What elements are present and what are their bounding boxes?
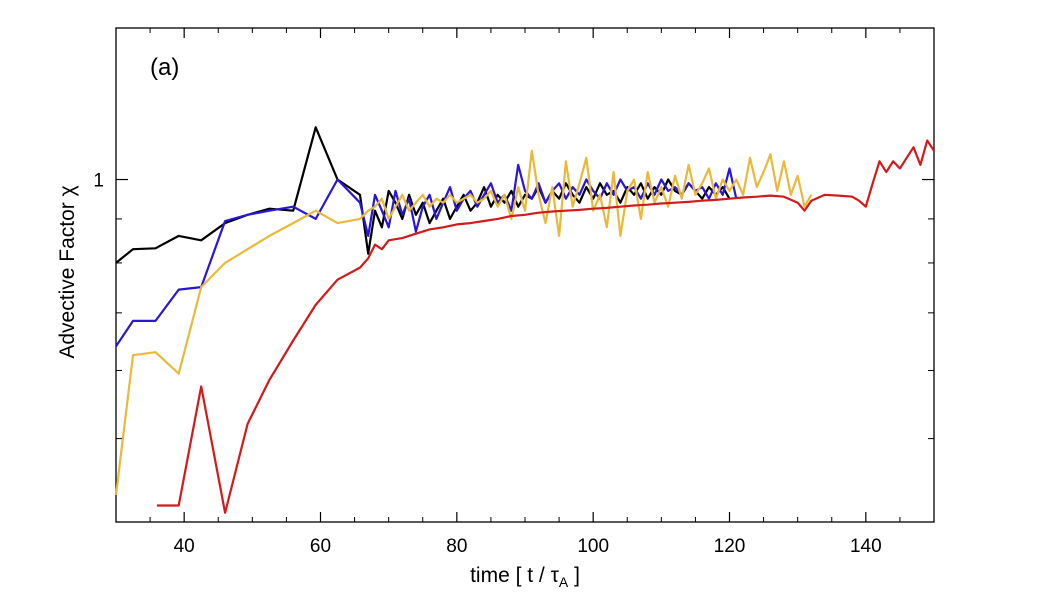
plot-frame (115, 27, 935, 523)
x-axis-title: time [ t / τA ] (470, 564, 580, 590)
x-axis-title-symbol: τ (551, 564, 560, 587)
y-tick-label: 1 (93, 171, 104, 192)
series-layer (114, 126, 935, 514)
x-axis-title-end: ] (568, 564, 580, 587)
series-line-blue (115, 163, 738, 347)
x-tick-label: 120 (714, 536, 746, 557)
x-tick-label: 60 (310, 536, 331, 557)
series-line-black (115, 126, 731, 264)
x-tick-label: 100 (577, 536, 609, 557)
x-tick-label: 140 (850, 536, 882, 557)
x-tick-label: 40 (174, 536, 195, 557)
x-axis-title-text: time [ t / (470, 564, 551, 587)
y-axis-title: Advective Factor χ (56, 185, 79, 358)
series-line-yellow (114, 149, 813, 496)
x-axis-title-subscript: A (559, 574, 569, 590)
x-tick-label: 80 (446, 536, 467, 557)
series-line-red (156, 139, 935, 514)
ticks-layer: 40 60 80 100 120 140 1 (93, 28, 934, 557)
panel-label: (a) (150, 54, 179, 81)
plot-axes (115, 27, 935, 523)
